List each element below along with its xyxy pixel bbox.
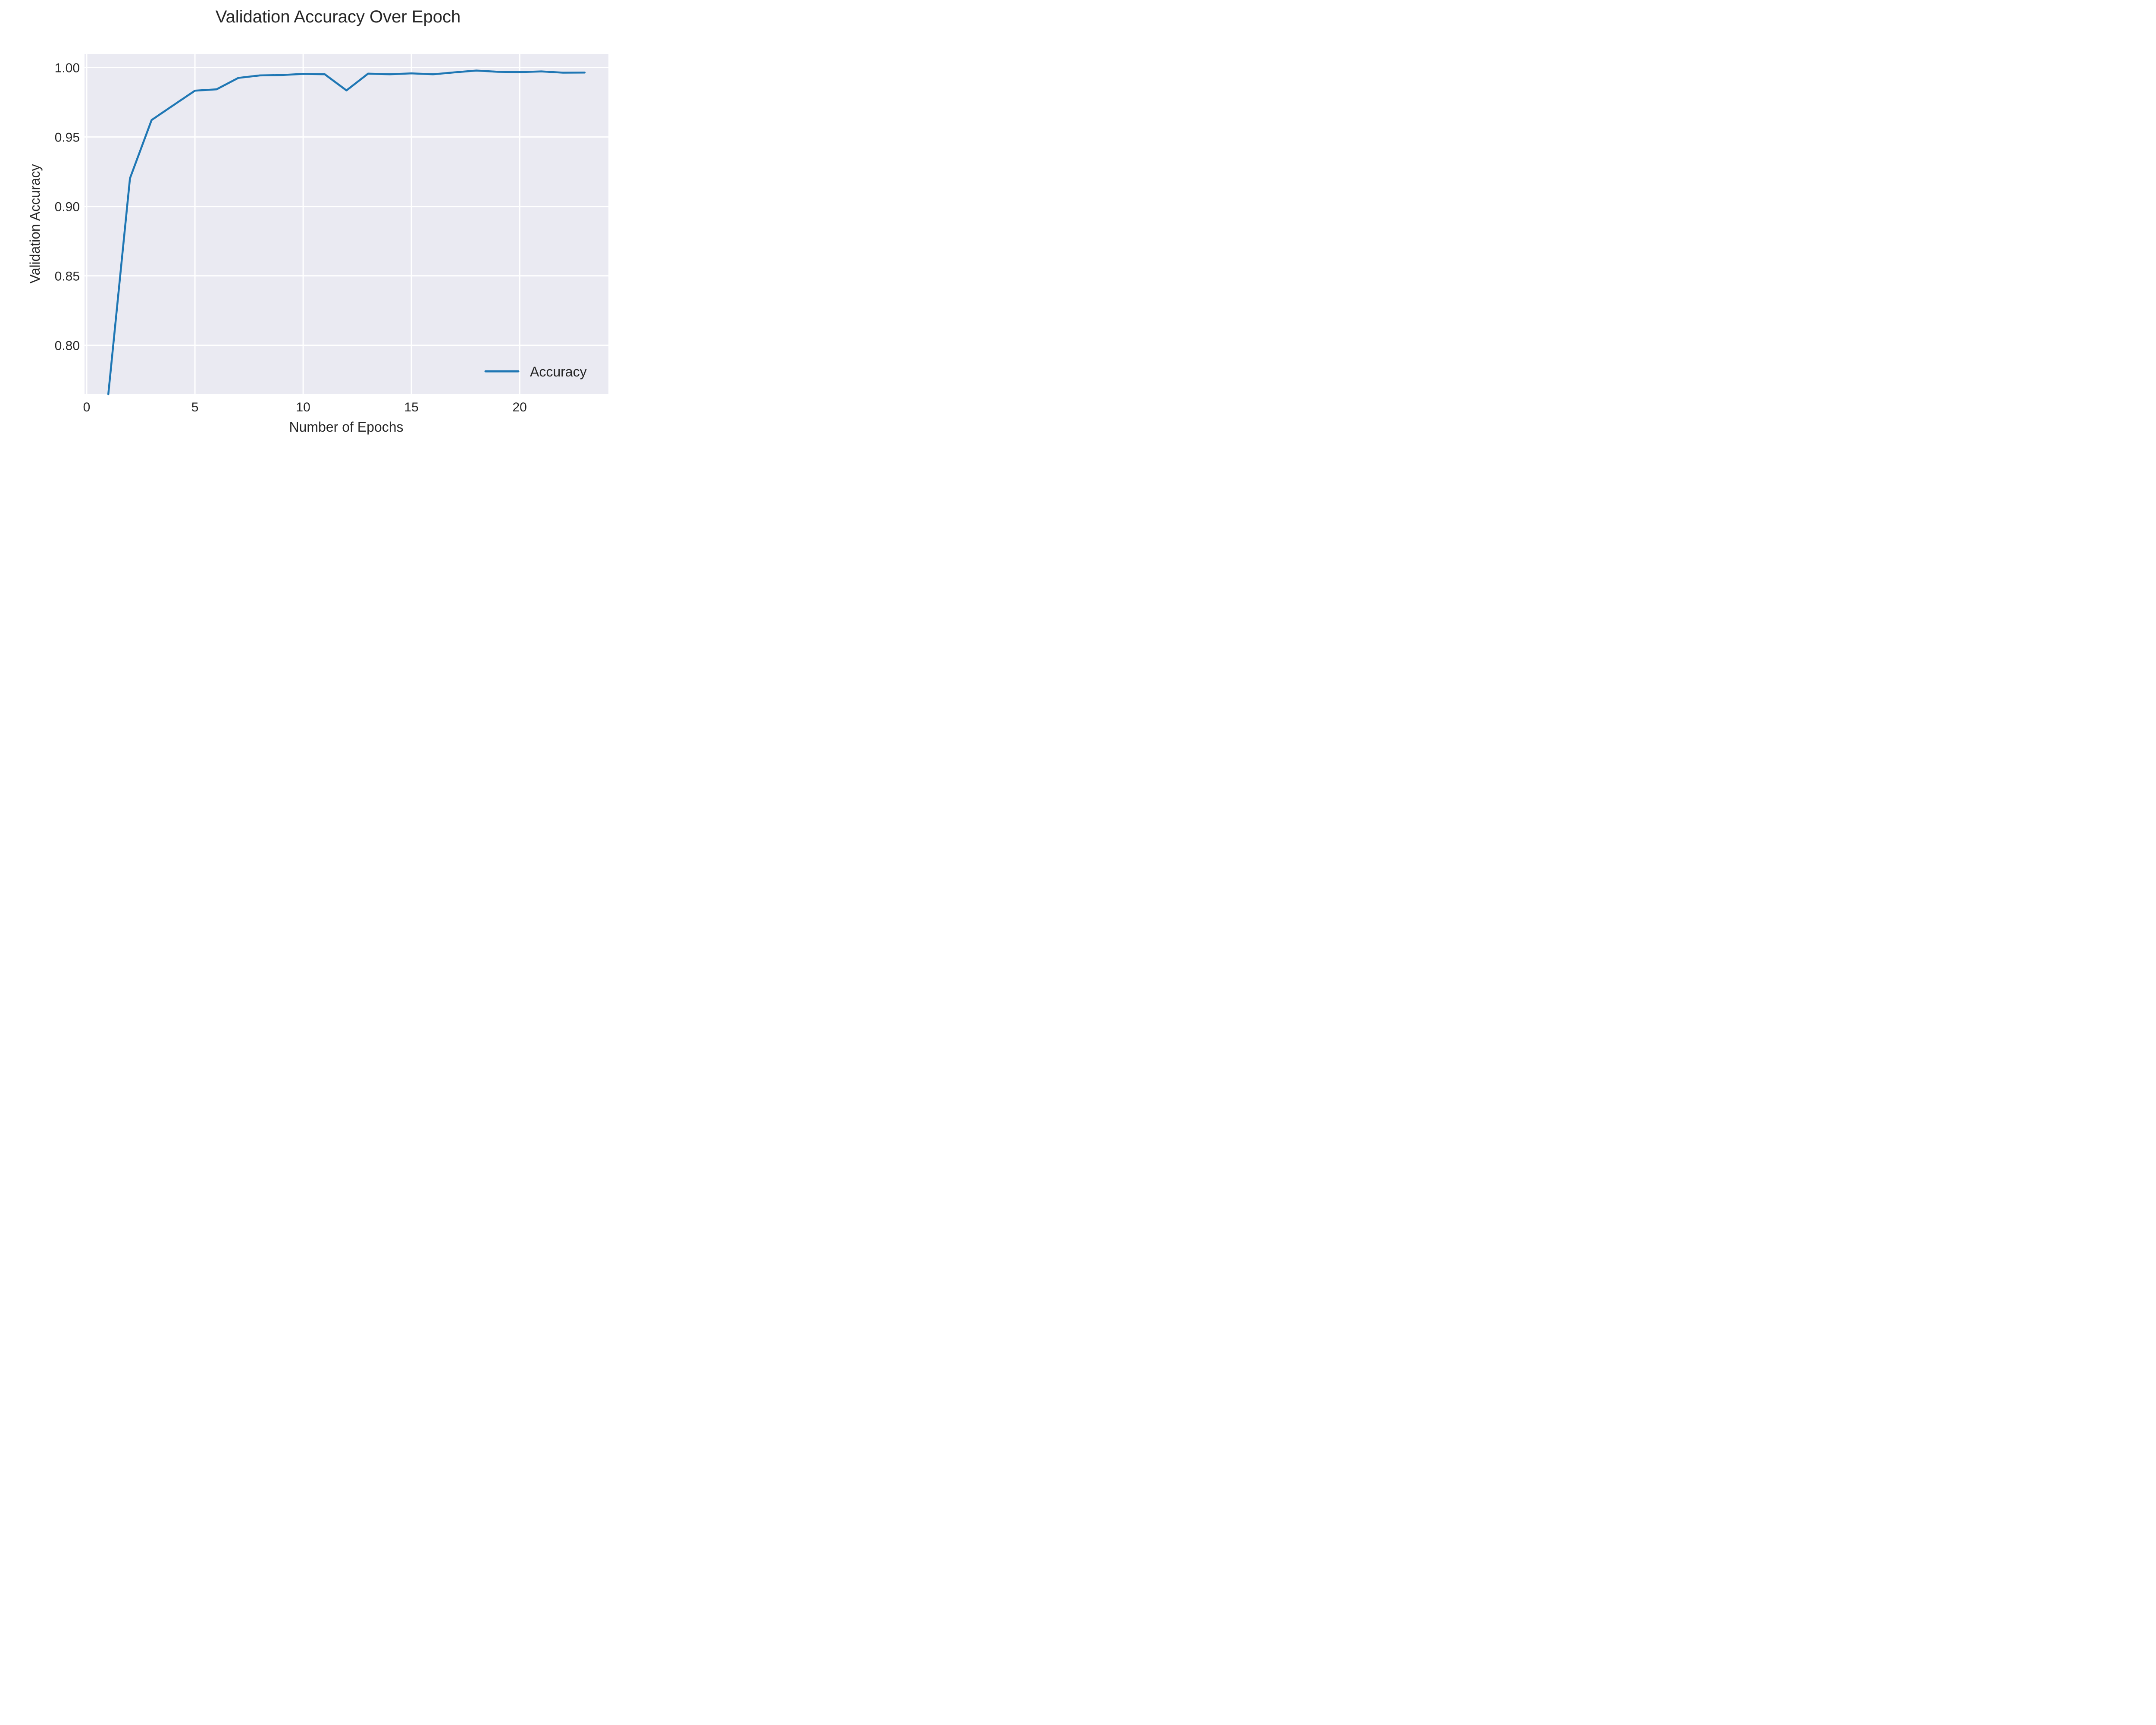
x-tick-label: 10 (296, 400, 310, 414)
y-tick-label: 0.80 (55, 339, 80, 353)
x-axis-label: Number of Epochs (289, 419, 403, 435)
chart: Validation Accuracy Over Epoch 0 5 10 15 20 … (27, 7, 608, 435)
y-tick-label: 0.85 (55, 270, 80, 284)
y-gridlines (85, 67, 608, 346)
y-tick-label: 1.00 (55, 61, 80, 75)
x-tick-label: 5 (191, 400, 199, 414)
y-tick-label: 0.90 (55, 200, 80, 214)
chart-title: Validation Accuracy Over Epoch (216, 7, 461, 26)
legend-label-accuracy: Accuracy (530, 364, 587, 380)
series-layer (107, 69, 586, 395)
x-tick-label: 0 (83, 400, 91, 414)
y-tick-labels: 0.80 0.85 0.90 0.95 1.00 (55, 61, 80, 353)
x-gridlines (86, 54, 520, 394)
y-tick-label: 0.95 (55, 131, 80, 145)
y-axis-label: Validation Accuracy (27, 164, 43, 284)
x-tick-label: 15 (404, 400, 418, 414)
plot-area (85, 54, 608, 394)
x-tick-labels: 0 5 10 15 20 (83, 400, 527, 414)
legend: Accuracy (484, 364, 587, 380)
x-tick-label: 20 (512, 400, 526, 414)
